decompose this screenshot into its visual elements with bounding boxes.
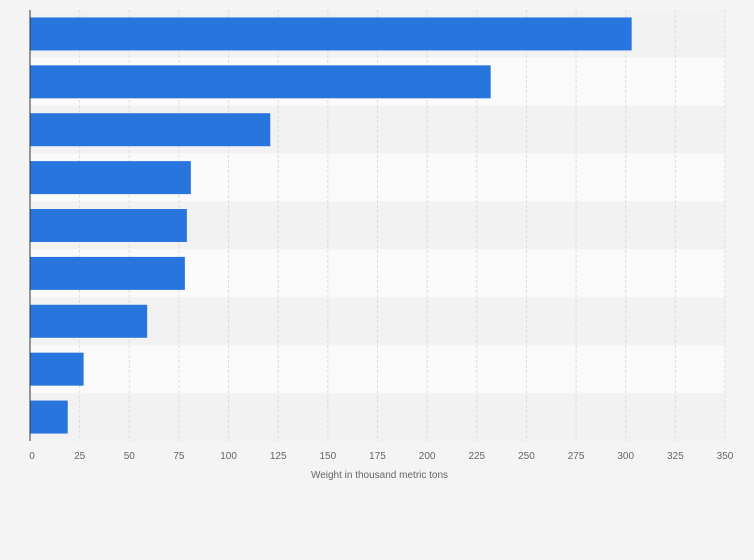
x-axis-tick-labels: 0 25 50 75 100 125 150 175 200 225 250 275 300 325 350 bbox=[29, 451, 734, 462]
x-tick-label: 0 bbox=[29, 451, 35, 462]
x-tick-label: 150 bbox=[320, 451, 337, 462]
bar[interactable] bbox=[30, 65, 491, 99]
x-tick-label: 225 bbox=[468, 451, 485, 462]
x-tick-label: 350 bbox=[717, 451, 734, 462]
bar[interactable] bbox=[30, 17, 632, 51]
bar[interactable] bbox=[30, 352, 84, 386]
x-tick-label: 50 bbox=[124, 451, 136, 462]
bar[interactable] bbox=[30, 113, 271, 147]
x-tick-label: 175 bbox=[369, 451, 386, 462]
x-tick-label: 275 bbox=[568, 451, 585, 462]
x-tick-label: 325 bbox=[667, 451, 684, 462]
x-tick-label: 125 bbox=[270, 451, 287, 462]
bar[interactable] bbox=[30, 400, 68, 434]
x-tick-label: 75 bbox=[173, 451, 185, 462]
bars bbox=[30, 17, 632, 434]
bar[interactable] bbox=[30, 256, 185, 290]
x-tick-label: 300 bbox=[617, 451, 634, 462]
bar[interactable] bbox=[30, 161, 191, 195]
x-tick-label: 100 bbox=[220, 451, 237, 462]
x-tick-label: 25 bbox=[74, 451, 86, 462]
x-tick-label: 250 bbox=[518, 451, 535, 462]
x-tick-label: 200 bbox=[419, 451, 436, 462]
x-axis-title: Weight in thousand metric tons bbox=[311, 470, 448, 481]
bar[interactable] bbox=[30, 304, 148, 338]
bar[interactable] bbox=[30, 209, 187, 242]
